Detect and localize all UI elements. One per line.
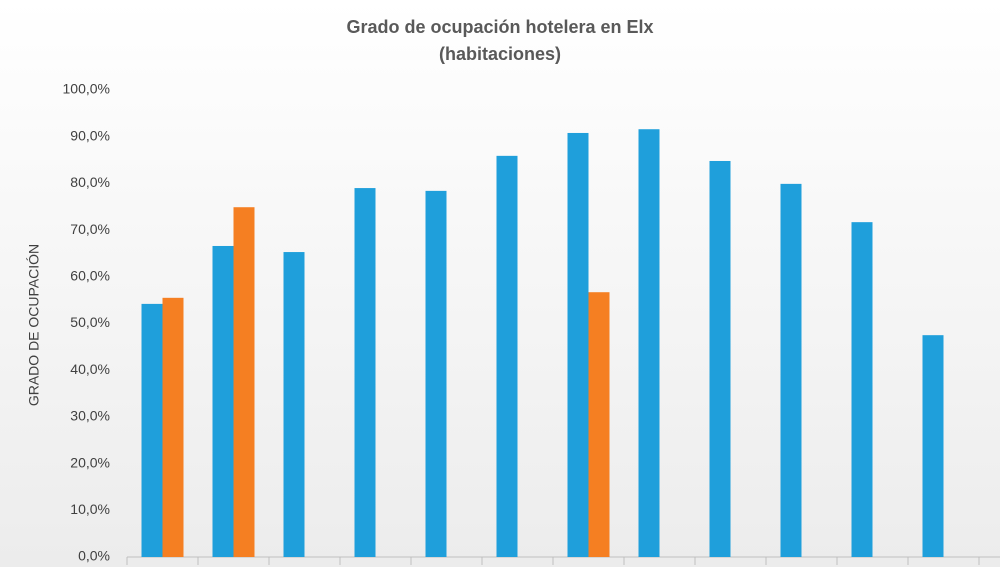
bar [212, 245, 234, 557]
bar [922, 335, 944, 557]
bar [588, 292, 610, 557]
chart-title: Grado de ocupación hotelera en Elx [346, 17, 653, 37]
y-tick-label: 0,0% [78, 548, 110, 564]
bar [283, 252, 305, 557]
y-tick-label: 70,0% [70, 221, 110, 237]
bar [567, 132, 589, 558]
y-tick-label: 90,0% [70, 127, 110, 143]
bar [162, 297, 184, 557]
y-tick-label: 60,0% [70, 268, 110, 284]
bar [425, 190, 447, 557]
bar [709, 160, 731, 557]
y-tick-label: 20,0% [70, 454, 110, 470]
bar [780, 183, 802, 557]
y-tick-label: 40,0% [70, 361, 110, 377]
bar [141, 303, 163, 557]
y-tick-label: 100,0% [63, 81, 110, 97]
y-tick-label: 30,0% [70, 408, 110, 424]
chart-subtitle: (habitaciones) [439, 44, 561, 64]
y-tick-label: 10,0% [70, 501, 110, 517]
y-tick-label: 50,0% [70, 314, 110, 330]
y-axis-title: GRADO DE OCUPACIÓN [26, 244, 42, 406]
bar [851, 222, 873, 557]
bar [354, 188, 376, 557]
bar [638, 129, 660, 557]
bar [233, 207, 255, 558]
bar [496, 155, 518, 558]
y-tick-label: 80,0% [70, 174, 110, 190]
